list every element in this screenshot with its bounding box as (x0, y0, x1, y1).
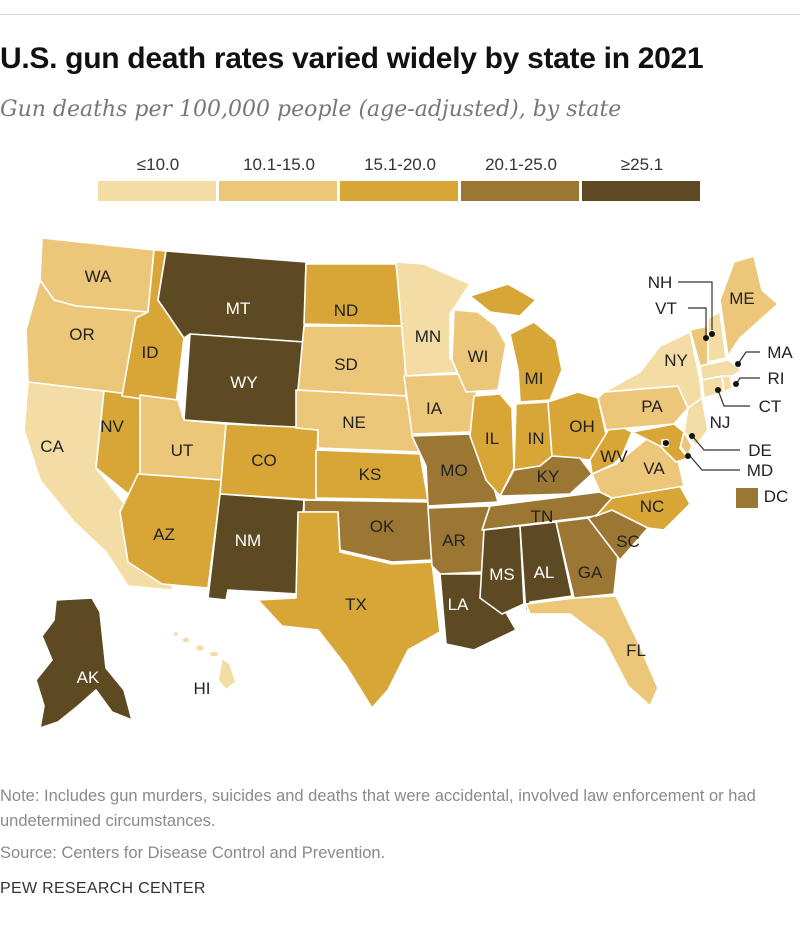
label-vt: VT (655, 299, 677, 318)
legend-label: 20.1-25.0 (485, 155, 557, 174)
label-az: AZ (153, 525, 175, 544)
state-mt (157, 250, 307, 343)
label-dc: DC (764, 487, 789, 506)
label-ne: NE (342, 413, 366, 432)
state-labels: WA OR CA NV ID MT WY UT AZ CO NM ND SD N… (40, 267, 793, 698)
legend-item-4: 20.1-25.0 (461, 155, 581, 201)
state-ny (603, 331, 703, 409)
us-map: WA OR CA NV ID MT WY UT AZ CO NM ND SD N… (0, 220, 800, 760)
state-ar (427, 505, 491, 575)
state-ms (479, 525, 525, 615)
chart-subtitle: Gun deaths per 100,000 people (age-adjus… (0, 97, 622, 122)
legend-swatch (461, 181, 579, 201)
label-or: OR (69, 325, 95, 344)
label-nv: NV (100, 417, 124, 436)
legend-item-2: 10.1-15.0 (219, 155, 339, 201)
label-ri: RI (768, 369, 785, 388)
state-tx (257, 511, 441, 709)
label-ca: CA (40, 437, 64, 456)
state-wv (589, 421, 633, 475)
label-ok: OK (370, 517, 395, 536)
label-sd: SD (334, 355, 358, 374)
label-id: ID (142, 343, 159, 362)
label-in: IN (528, 429, 545, 448)
organization-credit: PEW RESEARCH CENTER (0, 880, 206, 897)
label-va: VA (643, 459, 665, 478)
label-nm: NM (235, 531, 261, 550)
legend-item-5: ≥25.1 (582, 155, 702, 201)
label-tn: TN (531, 507, 554, 526)
state-hi (172, 630, 237, 691)
label-mi: MI (525, 369, 544, 388)
label-ut: UT (171, 441, 194, 460)
label-mo: MO (440, 461, 467, 480)
label-ky: KY (537, 467, 560, 486)
label-la: LA (448, 595, 469, 614)
label-ct: CT (759, 397, 782, 416)
label-wa: WA (85, 267, 112, 286)
label-al: AL (534, 563, 555, 582)
label-ga: GA (578, 563, 603, 582)
legend-swatch (219, 181, 337, 201)
label-md: MD (747, 461, 773, 480)
label-oh: OH (569, 417, 595, 436)
state-ma (699, 359, 743, 381)
label-ma: MA (767, 343, 793, 362)
state-mi-upper (469, 283, 537, 317)
legend-label: 10.1-15.0 (243, 155, 315, 174)
chart-title: U.S. gun death rates varied widely by st… (0, 42, 704, 75)
chart-note: Note: Includes gun murders, suicides and… (0, 787, 756, 830)
state-fl (525, 595, 659, 707)
label-nj: NJ (710, 413, 731, 432)
label-mn: MN (415, 327, 441, 346)
label-hi: HI (194, 679, 211, 698)
label-me: ME (729, 289, 755, 308)
state-mi (509, 321, 563, 403)
legend-label: ≥25.1 (620, 155, 664, 174)
leader-lines (663, 281, 760, 471)
state-vt (689, 325, 709, 367)
label-ny: NY (664, 351, 688, 370)
label-de: DE (748, 441, 772, 460)
legend-swatch (98, 181, 216, 201)
label-mt: MT (226, 299, 251, 318)
legend-swatch (582, 181, 700, 201)
legend-item-3: 15.1-20.0 (340, 155, 460, 201)
label-wy: WY (230, 373, 257, 392)
state-me (719, 255, 779, 357)
label-ia: IA (426, 399, 443, 418)
chart-source: Source: Centers for Disease Control and … (0, 844, 386, 862)
state-ky (499, 455, 593, 497)
top-rule (0, 14, 800, 15)
legend-label: ≤10.0 (136, 155, 180, 174)
label-tx: TX (345, 595, 367, 614)
state-va (591, 435, 685, 499)
dc-swatch (736, 488, 758, 508)
label-ar: AR (442, 531, 466, 550)
label-ak: AK (77, 668, 100, 687)
label-il: IL (485, 429, 499, 448)
label-co: CO (251, 451, 277, 470)
label-sc: SC (616, 532, 640, 551)
label-pa: PA (641, 397, 663, 416)
label-fl: FL (626, 641, 646, 660)
state-ak (35, 597, 133, 729)
legend-label: 15.1-20.0 (364, 155, 436, 174)
legend-swatch (340, 181, 458, 201)
us-map-svg: WA OR CA NV ID MT WY UT AZ CO NM ND SD N… (23, 237, 793, 729)
label-wi: WI (468, 347, 489, 366)
label-nh: NH (648, 273, 673, 292)
label-ms: MS (489, 565, 515, 584)
label-nc: NC (640, 497, 665, 516)
legend-item-1: ≤10.0 (98, 155, 218, 201)
label-nd: ND (334, 301, 359, 320)
label-wv: WV (600, 447, 628, 466)
state-al (519, 521, 573, 615)
label-ks: KS (359, 465, 382, 484)
legend: ≤10.0 10.1-15.0 15.1-20.0 20.1-25.0 ≥25.… (98, 155, 700, 201)
state-wi (451, 309, 507, 393)
